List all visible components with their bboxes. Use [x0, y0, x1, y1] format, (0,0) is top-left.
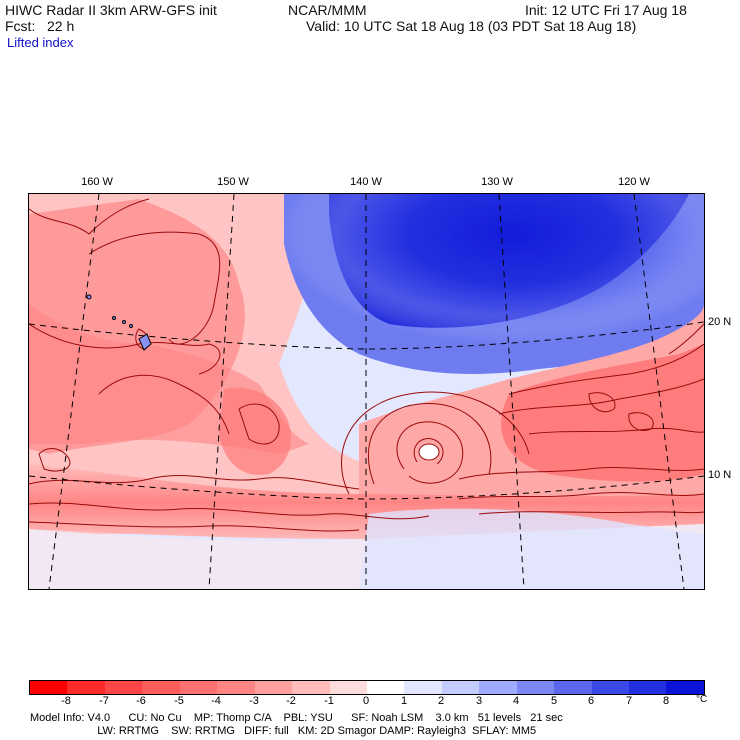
lon-label-150w: 150 W: [217, 176, 249, 188]
colorbar-cell: [104, 681, 143, 694]
colorbar-tick: 1: [400, 695, 408, 707]
colorbar-tick: -8: [61, 695, 71, 707]
colorbar-tick: 6: [587, 695, 595, 707]
valid-time: Valid: 10 UTC Sat 18 Aug 18 (03 PDT Sat …: [306, 18, 637, 34]
init-time: Init: 12 UTC Fri 17 Aug 18: [525, 2, 687, 18]
colorbar-cell: [479, 681, 517, 694]
colorbar-tick: -4: [211, 695, 221, 707]
colorbar-cell: [629, 681, 667, 694]
colorbar-tick: -2: [286, 695, 296, 707]
lon-label-160w: 160 W: [81, 176, 113, 188]
colorbar-unit: °C: [696, 694, 708, 705]
model-title: HIWC Radar II 3km ARW-GFS init: [5, 2, 217, 18]
lifted-index-map: [28, 193, 705, 590]
lon-label-120w: 120 W: [618, 176, 650, 188]
colorbar-tick: -1: [324, 695, 334, 707]
lat-lon-grid: [29, 194, 704, 589]
colorbar-tick: 0: [362, 695, 370, 707]
colorbar-tick: 5: [550, 695, 558, 707]
model-info-line-1: Model Info: V4.0 CU: No Cu MP: Thomp C/A…: [30, 712, 563, 724]
lat-label-10n: 10 N: [708, 469, 732, 481]
colorbar-cell: [329, 681, 367, 694]
colorbar-tick: 8: [662, 695, 670, 707]
colorbar-tick: -3: [249, 695, 259, 707]
colorbar-cell: [554, 681, 592, 694]
colorbar-tick: -6: [136, 695, 146, 707]
forecast-hour: Fcst: 22 h: [5, 18, 75, 34]
colorbar-cell: [67, 681, 105, 694]
colorbar-cell: [254, 681, 293, 694]
center-label: NCAR/MMM: [288, 2, 367, 18]
contour-lines: [29, 198, 704, 532]
colorbar: [29, 680, 705, 695]
lon-label-140w: 140 W: [350, 176, 382, 188]
lon-label-130w: 130 W: [481, 176, 513, 188]
colorbar-cell: [666, 681, 704, 694]
colorbar-tick: -7: [99, 695, 109, 707]
colorbar-tick: 3: [475, 695, 483, 707]
colorbar-cell: [516, 681, 555, 694]
colorbar-tick: 7: [625, 695, 633, 707]
central-tongue: [219, 387, 291, 475]
model-info-line-2: LW: RRTMG SW: RRTMG DIFF: full KM: 2D Sm…: [30, 725, 537, 737]
colorbar-cell: [441, 681, 480, 694]
east-unstable-core: [501, 344, 704, 482]
colorbar-cell: [404, 681, 442, 694]
colorbar-cell: [179, 681, 218, 694]
colorbar-cell: [142, 681, 180, 694]
colorbar-tick: 2: [437, 695, 445, 707]
field-name: Lifted index: [7, 35, 74, 50]
lat-label-20n: 20 N: [708, 316, 732, 328]
colorbar-cell: [591, 681, 629, 694]
tropical-cyclone: [341, 391, 530, 495]
colorbar-tick: 4: [512, 695, 520, 707]
colorbar-tick: -5: [174, 695, 184, 707]
colorbar-cell: [366, 681, 405, 694]
colorbar-cell: [292, 681, 330, 694]
colorbar-cell: [217, 681, 255, 694]
colorbar-cell: [30, 681, 68, 694]
